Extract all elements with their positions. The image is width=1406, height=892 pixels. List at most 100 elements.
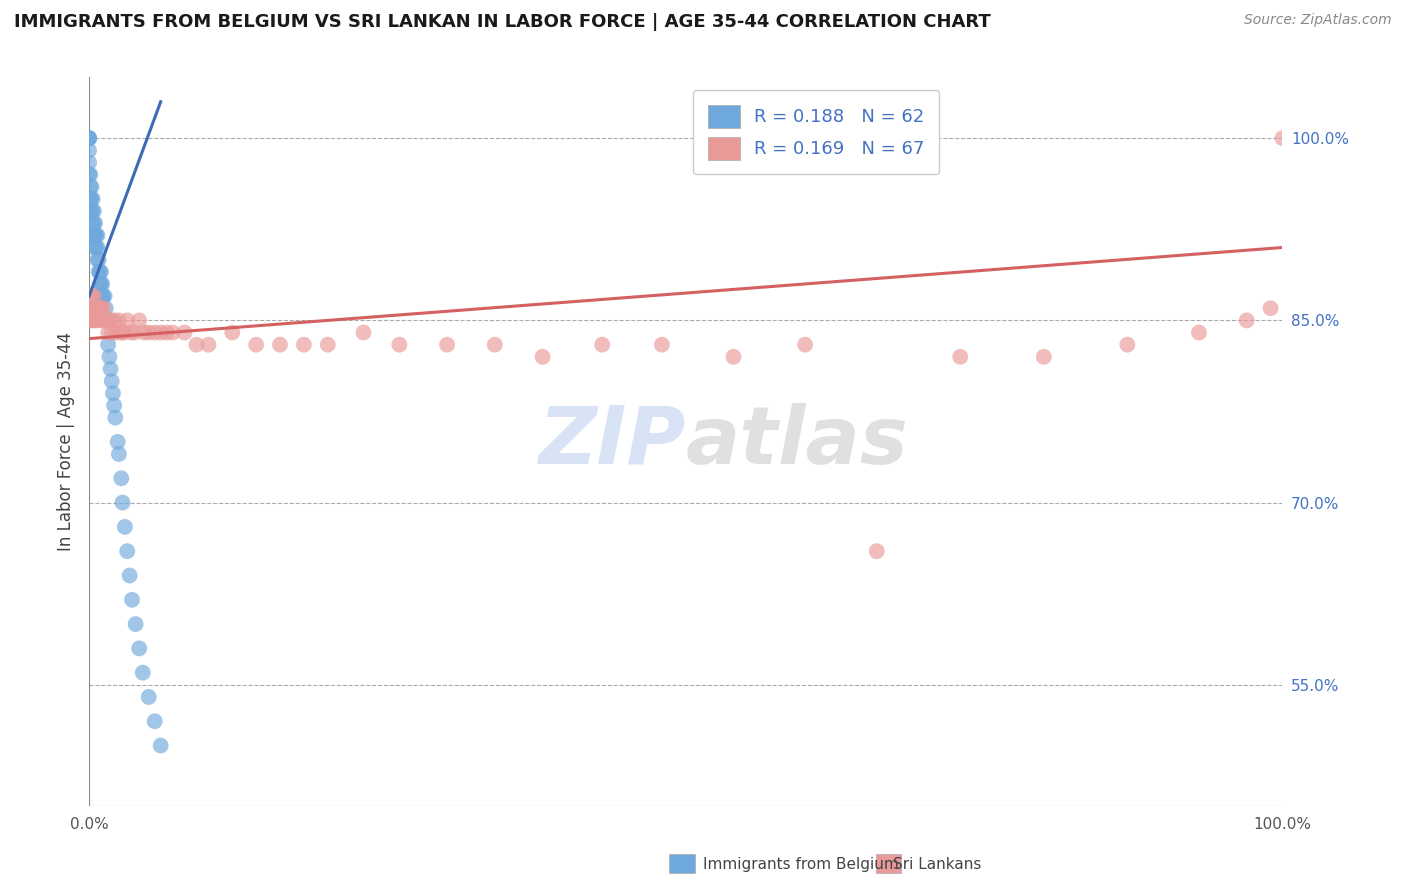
Point <box>114 520 136 534</box>
Point <box>110 326 132 340</box>
Point <box>77 168 100 182</box>
Y-axis label: In Labor Force | Age 35-44: In Labor Force | Age 35-44 <box>58 333 75 551</box>
Point <box>87 301 110 316</box>
Text: ZIP: ZIP <box>538 403 686 481</box>
Point <box>1260 301 1282 316</box>
Point <box>86 228 108 243</box>
Point <box>103 313 125 327</box>
Point <box>101 386 124 401</box>
Point <box>1032 350 1054 364</box>
Point <box>87 265 110 279</box>
Point <box>77 301 100 316</box>
Point <box>110 471 132 485</box>
Point <box>84 240 107 254</box>
Point <box>94 313 117 327</box>
Point <box>93 289 115 303</box>
Point <box>100 313 122 327</box>
Point <box>104 410 127 425</box>
Text: Source: ZipAtlas.com: Source: ZipAtlas.com <box>1244 13 1392 28</box>
Point <box>107 434 129 449</box>
Point <box>84 301 107 316</box>
Point <box>132 665 155 680</box>
Point <box>80 179 103 194</box>
Point <box>484 337 506 351</box>
Point <box>83 301 105 316</box>
Point <box>83 228 105 243</box>
Text: Sri Lankans: Sri Lankans <box>893 857 981 872</box>
Point <box>138 690 160 704</box>
Point <box>124 326 146 340</box>
Point <box>89 277 111 291</box>
Point <box>96 313 118 327</box>
Point <box>173 326 195 340</box>
Point <box>82 192 104 206</box>
Point <box>80 204 103 219</box>
Point <box>86 313 108 327</box>
Point <box>79 204 101 219</box>
Point <box>100 374 122 388</box>
Point <box>80 301 103 316</box>
Point <box>77 131 100 145</box>
Point <box>83 204 105 219</box>
Point <box>79 289 101 303</box>
Point <box>591 337 613 351</box>
Point <box>77 131 100 145</box>
Point <box>77 155 100 169</box>
Point <box>93 289 115 303</box>
Point <box>949 350 972 364</box>
Point <box>79 179 101 194</box>
Point <box>91 289 114 303</box>
Point <box>100 326 122 340</box>
Text: atlas: atlas <box>686 403 908 481</box>
Point <box>316 337 339 351</box>
Point <box>388 337 411 351</box>
Point <box>93 301 115 316</box>
Point <box>91 313 114 327</box>
Point <box>83 289 105 303</box>
Point <box>156 326 179 340</box>
Point <box>79 168 101 182</box>
Point <box>82 216 104 230</box>
Point <box>97 337 120 351</box>
Point <box>245 337 267 351</box>
Point <box>79 192 101 206</box>
Point <box>197 337 219 351</box>
Point <box>86 301 108 316</box>
Point <box>124 617 146 632</box>
Point <box>269 337 291 351</box>
Point <box>90 265 112 279</box>
Text: Immigrants from Belgium: Immigrants from Belgium <box>703 857 898 872</box>
Point <box>149 739 172 753</box>
Point <box>90 301 112 316</box>
Point <box>93 313 115 327</box>
Point <box>143 714 166 729</box>
Point <box>121 592 143 607</box>
Point <box>77 144 100 158</box>
Legend: R = 0.188   N = 62, R = 0.169   N = 67: R = 0.188 N = 62, R = 0.169 N = 67 <box>693 90 939 175</box>
Point <box>118 568 141 582</box>
Point <box>77 131 100 145</box>
Point <box>84 301 107 316</box>
Point <box>651 337 673 351</box>
Point <box>128 313 150 327</box>
Point <box>96 313 118 327</box>
Point <box>117 544 139 558</box>
Point <box>105 326 128 340</box>
Point <box>82 313 104 327</box>
Point <box>79 301 101 316</box>
Point <box>100 362 122 376</box>
Point <box>87 252 110 267</box>
Point <box>531 350 554 364</box>
Point <box>77 131 100 145</box>
Point <box>117 313 139 327</box>
Point <box>83 216 105 230</box>
Point <box>91 277 114 291</box>
Point <box>86 240 108 254</box>
Point <box>866 544 889 558</box>
Point <box>103 399 125 413</box>
Point <box>97 326 120 340</box>
Point <box>84 240 107 254</box>
Point <box>80 289 103 303</box>
Point <box>89 301 111 316</box>
Point <box>162 326 184 340</box>
